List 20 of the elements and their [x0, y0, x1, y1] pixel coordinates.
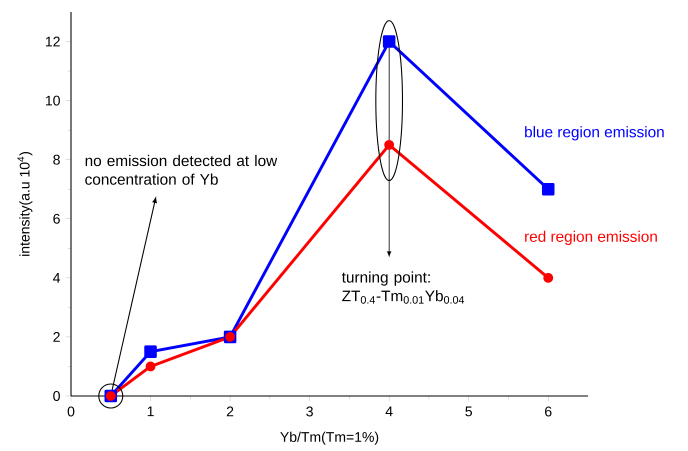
x-tick-label: 6 — [545, 406, 552, 416]
y-tick-label: 10 — [46, 96, 60, 106]
y-tick-label: 6 — [53, 214, 60, 224]
x-tick-label: 4 — [386, 406, 393, 416]
y-tick-label: 8 — [53, 154, 60, 165]
x-tick-label: 5 — [465, 406, 472, 416]
y-tick-label: 2 — [53, 332, 60, 342]
annotation: no emission detected at low concentration of Yb — [85, 154, 278, 185]
x-tick-label: 3 — [306, 406, 313, 416]
series-label: blue region emission — [525, 126, 664, 140]
x-tick-label: 0 — [68, 406, 74, 416]
x-tick-label: 2 — [226, 406, 234, 416]
annotation: turning point: ZT$_{0.4}$-Tm$_{0.01}$Yb$_{0.04}$ — [342, 271, 464, 304]
series-label: red region emission — [525, 230, 657, 245]
x-tick-label: 1 — [148, 406, 154, 416]
x-axis-title: Yb/Tm(Tm=1%) — [280, 432, 378, 445]
y-tick-label: 0 — [53, 391, 60, 401]
y-tick-label: 4 — [53, 273, 60, 283]
y-axis-title: intensity(a.u 10$^{4}$) — [17, 152, 32, 256]
y-tick-label: 12 — [46, 36, 60, 46]
